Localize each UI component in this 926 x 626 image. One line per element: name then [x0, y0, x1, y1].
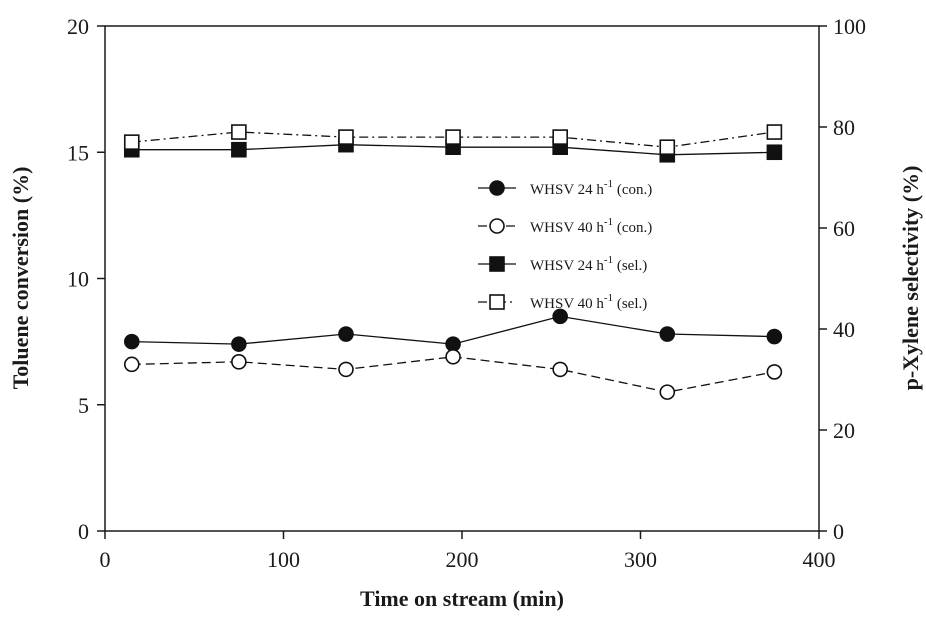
- legend-label-name: WHSV 24 h: [530, 258, 604, 274]
- legend-label-suffix: (con.): [613, 220, 652, 236]
- legend-label: WHSV 24 h-1 (con.): [530, 178, 652, 198]
- data-point: [659, 384, 676, 400]
- data-point: [338, 129, 354, 145]
- y-left-tick-label: 20: [67, 14, 89, 39]
- y-left-tick-label: 15: [67, 140, 89, 165]
- x-tick-label: 100: [267, 547, 300, 572]
- y-right-tick-label: 100: [833, 14, 866, 39]
- legend-label-suffix: (sel.): [613, 258, 647, 274]
- data-point: [766, 144, 783, 161]
- data-point: [338, 326, 354, 342]
- data-point: [766, 124, 783, 140]
- plot-frame: [104, 25, 820, 532]
- legend-marker: [489, 218, 505, 234]
- data-point: [552, 308, 568, 325]
- data-point: [445, 348, 461, 365]
- data-point: [231, 354, 247, 370]
- series-2: [123, 348, 783, 400]
- legend-marker: [489, 180, 505, 196]
- x-tick-label: 0: [100, 547, 111, 572]
- legend-item-3: WHSV 24 h-1 (sel.): [478, 254, 647, 274]
- legend: WHSV 24 h-1 (con.)WHSV 40 h-1 (con.)WHSV…: [478, 178, 652, 312]
- data-point: [231, 336, 247, 352]
- y-right-tick-label: 80: [833, 115, 855, 140]
- series-4: [123, 124, 783, 155]
- x-axis-title: Time on stream (min): [360, 586, 564, 611]
- y-right-tick-label: 60: [833, 216, 855, 241]
- series-1: [123, 308, 783, 352]
- y-left-tick-label: 5: [78, 393, 89, 418]
- y-left-tick-label: 0: [78, 519, 89, 544]
- legend-label-sup: -1: [604, 178, 613, 190]
- legend-label-name: WHSV 24 h: [530, 182, 604, 198]
- x-tick-label: 300: [624, 547, 657, 572]
- legend-label-suffix: (sel.): [613, 296, 647, 312]
- x-tick-label: 400: [803, 547, 836, 572]
- data-point: [338, 361, 354, 378]
- data-point: [659, 326, 676, 342]
- data-point: [659, 139, 676, 155]
- data-point: [766, 364, 783, 380]
- data-point: [552, 129, 568, 145]
- legend-label: WHSV 40 h-1 (con.): [530, 216, 652, 236]
- legend-label-sup: -1: [604, 292, 613, 304]
- data-point: [123, 356, 140, 373]
- y-left-axis-title: Toluene conversion (%): [8, 167, 33, 390]
- legend-label-sup: -1: [604, 254, 613, 266]
- y-right-tick-label: 40: [833, 317, 855, 342]
- legend-item-2: WHSV 40 h-1 (con.): [478, 216, 652, 236]
- x-tick-label: 200: [446, 547, 479, 572]
- series-layer: [123, 124, 783, 400]
- data-point: [123, 134, 140, 150]
- legend-label-name: WHSV 40 h: [530, 220, 604, 236]
- legend-label: WHSV 40 h-1 (sel.): [530, 292, 647, 312]
- data-point: [123, 333, 140, 350]
- data-point: [445, 129, 461, 145]
- y-right-tick-label: 0: [833, 519, 844, 544]
- y-left-tick-label: 10: [67, 267, 89, 292]
- y-right-axis-title: p-Xylene selectivity (%): [898, 166, 923, 391]
- data-point: [766, 328, 783, 345]
- legend-label-sup: -1: [604, 216, 613, 228]
- legend-item-4: WHSV 40 h-1 (sel.): [478, 292, 647, 312]
- legend-label-name: WHSV 40 h: [530, 296, 604, 312]
- legend-item-1: WHSV 24 h-1 (con.): [478, 178, 652, 198]
- data-point: [231, 141, 247, 158]
- legend-label-suffix: (con.): [613, 182, 652, 198]
- data-point: [231, 124, 247, 140]
- legend-marker: [489, 256, 505, 272]
- legend-label: WHSV 24 h-1 (sel.): [530, 254, 647, 274]
- legend-marker: [489, 294, 505, 310]
- data-point: [552, 361, 568, 378]
- y-right-tick-label: 20: [833, 418, 855, 443]
